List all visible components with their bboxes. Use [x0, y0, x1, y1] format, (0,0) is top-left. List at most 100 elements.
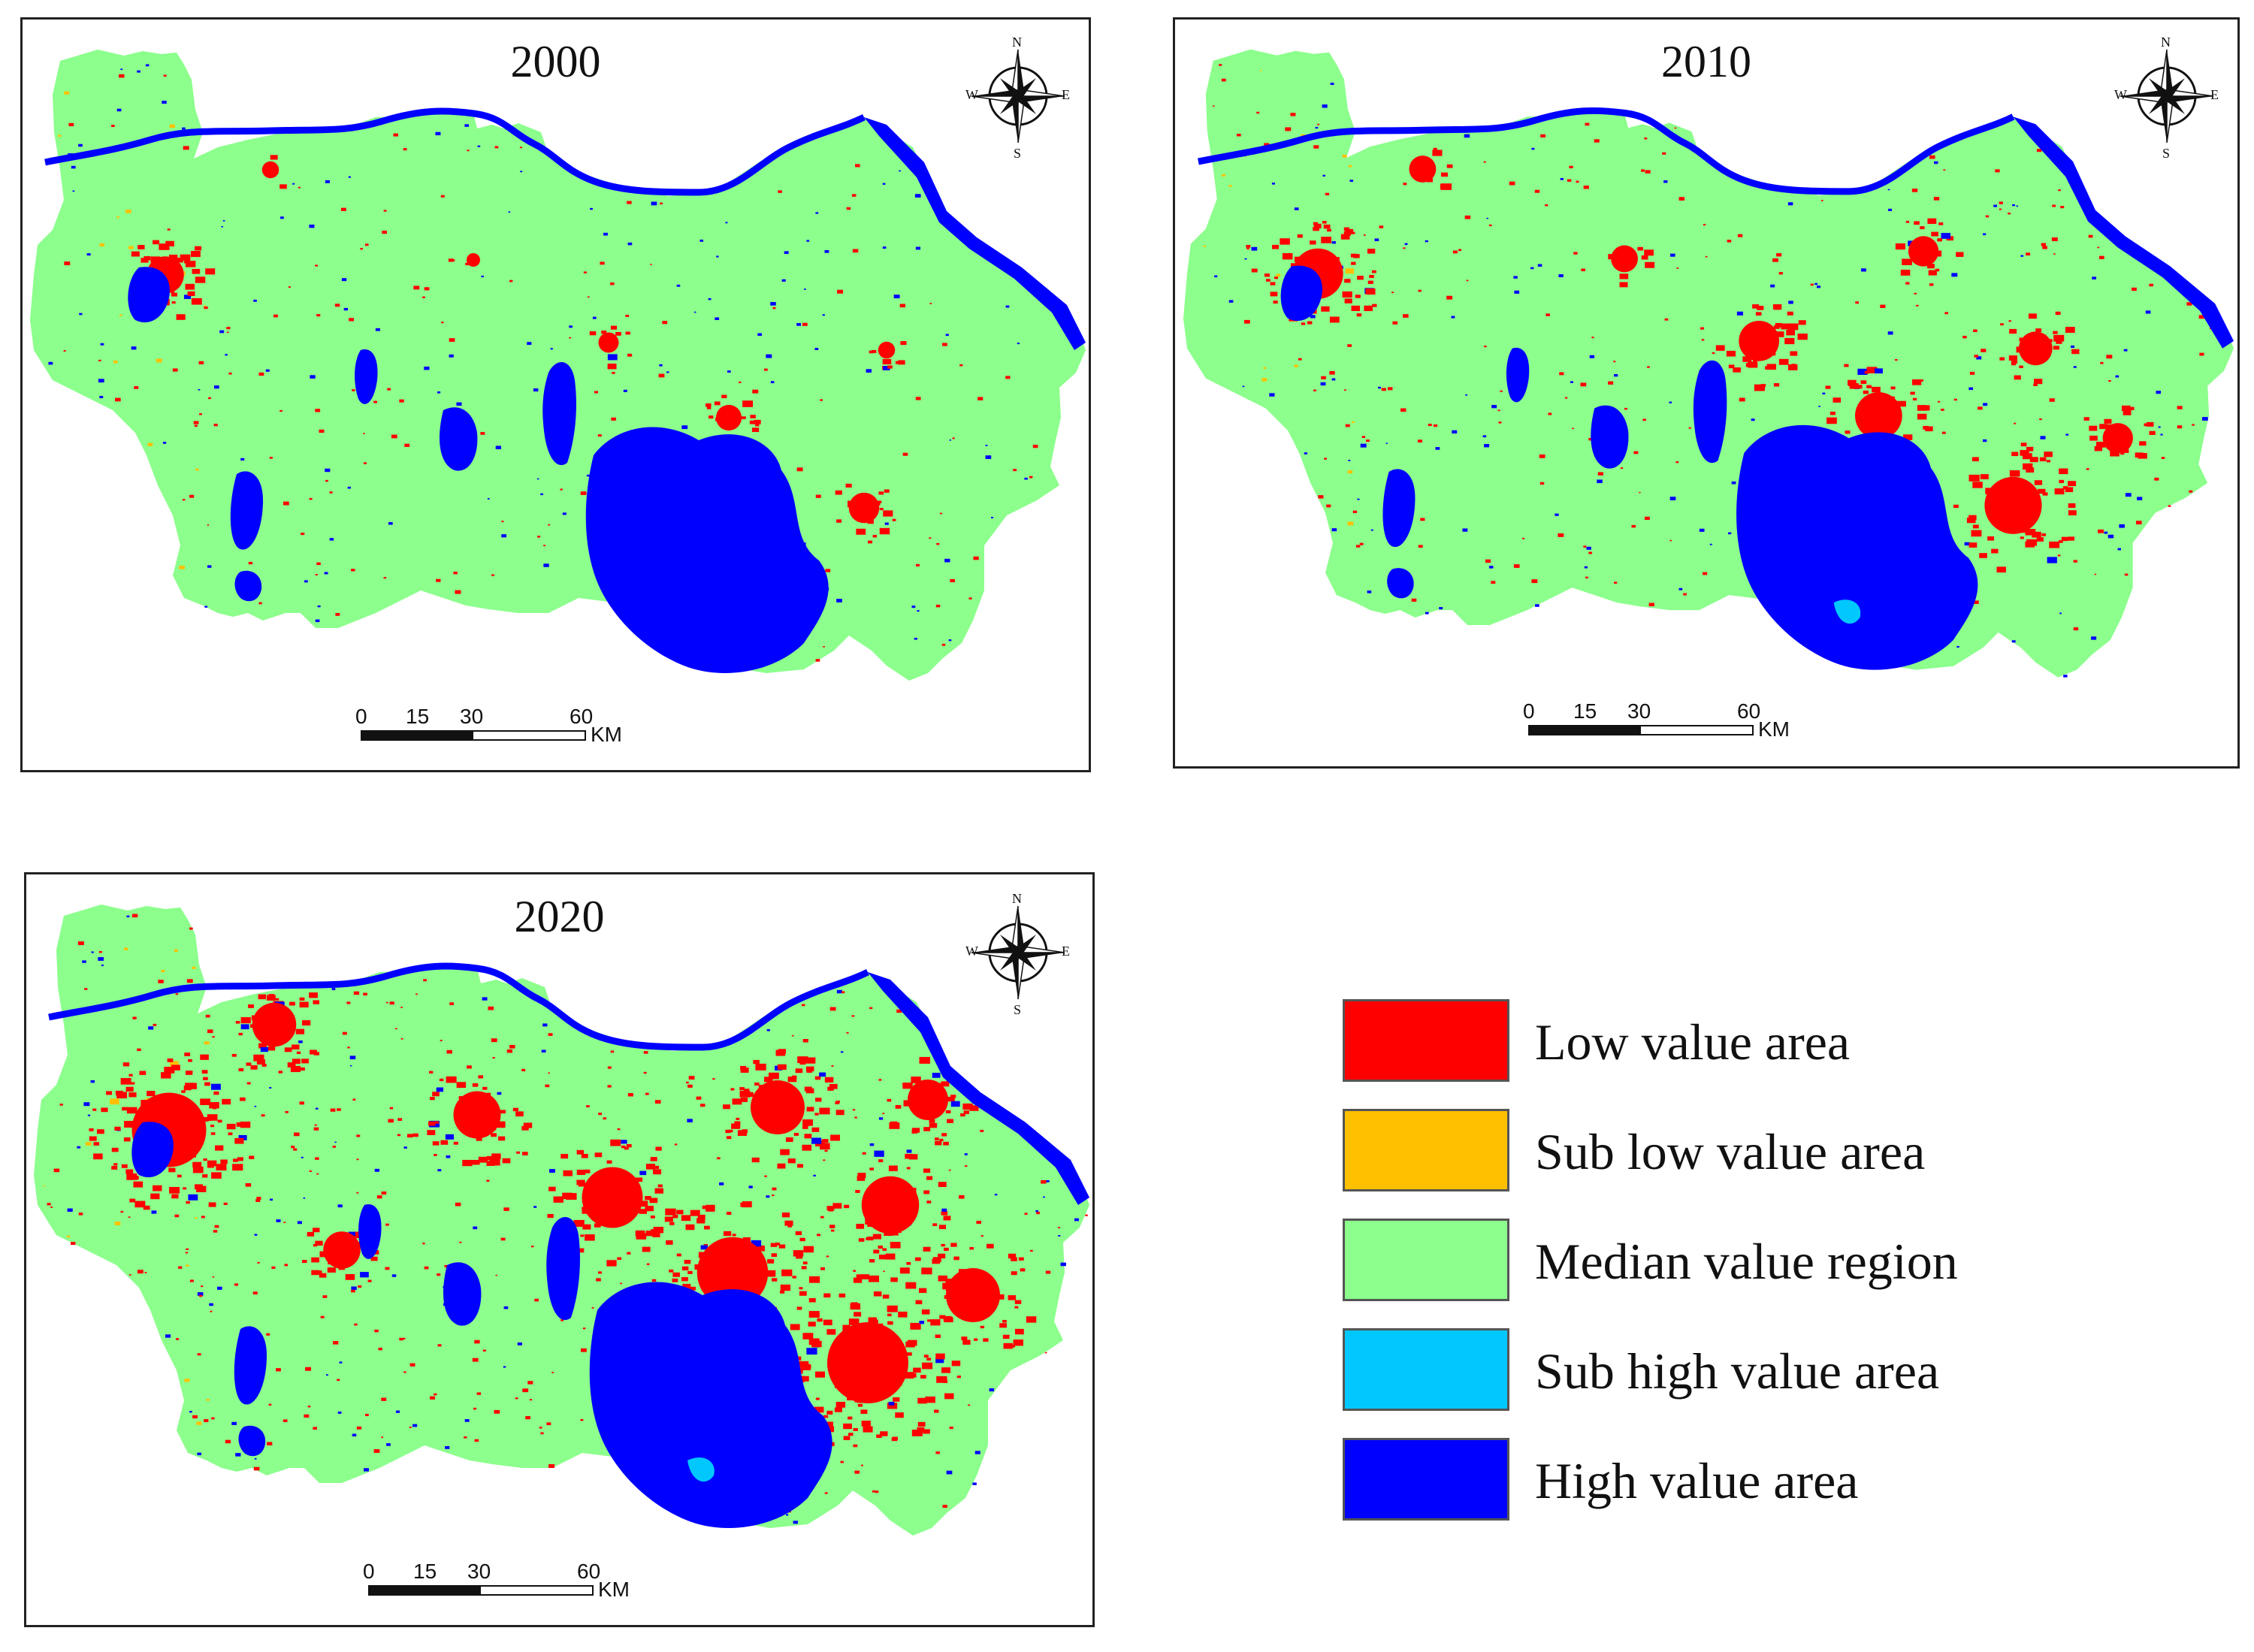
scale-unit: KM: [598, 1578, 630, 1601]
map-year-label: 2020: [514, 892, 605, 941]
legend-label: Low value area: [1535, 1013, 1851, 1071]
scale-tick: 0: [363, 1560, 375, 1583]
legend-item-sub-low: Sub low value area: [1343, 1109, 2019, 1219]
scale-tick: 60: [577, 1560, 601, 1583]
urban-core: [252, 1002, 297, 1047]
compass-east-label: E: [1062, 944, 1070, 959]
legend-label: Sub high value area: [1535, 1342, 1940, 1400]
urban-core: [1855, 392, 1902, 439]
river: [48, 962, 870, 1051]
lake: [234, 1326, 267, 1405]
lake: [440, 407, 478, 471]
lake: [128, 267, 170, 323]
river: [44, 107, 866, 196]
scale-tick: 15: [1573, 699, 1597, 723]
lake: [542, 362, 576, 466]
lake: [1736, 424, 1978, 670]
scale-tick: 15: [413, 1560, 437, 1583]
urban-core: [453, 1091, 501, 1139]
lake: [1280, 265, 1323, 322]
map-year-label: 2000: [510, 37, 601, 86]
compass-east-label: E: [2210, 87, 2219, 102]
legend-item-high: High value area: [1343, 1438, 2019, 1548]
lake: [589, 1282, 832, 1528]
urban-core: [261, 161, 279, 179]
urban-core: [1739, 320, 1780, 361]
urban-core: [1611, 245, 1638, 273]
legend-item-sub-high: Sub high value area: [1343, 1328, 2019, 1438]
urban-core: [598, 332, 619, 353]
scale-tick: 0: [355, 705, 367, 728]
compass-west-label: W: [965, 944, 978, 959]
scale-tick: 15: [406, 705, 430, 728]
legend-item-median: Median value region: [1343, 1219, 2019, 1328]
legend-item-low: Low value area: [1343, 999, 2019, 1109]
lake: [1591, 405, 1629, 469]
urban-core: [827, 1322, 908, 1403]
compass-north-label: N: [1012, 891, 1022, 906]
legend-label: Sub low value area: [1535, 1123, 1926, 1180]
scale-tick: 30: [1627, 699, 1651, 723]
legend-swatch: [1343, 1328, 1509, 1411]
urban-core: [861, 1176, 920, 1234]
scale-tick: 30: [460, 705, 484, 728]
scale-bar: 0 15 30 60 KM: [355, 705, 622, 757]
compass-south-label: S: [1014, 1002, 1022, 1017]
compass-south-label: S: [1014, 146, 1022, 161]
lake: [355, 349, 378, 404]
legend-label: High value area: [1535, 1452, 1859, 1509]
compass-south-label: S: [2162, 146, 2171, 161]
lake: [1506, 347, 1530, 403]
compass-north-label: N: [1012, 35, 1022, 50]
lake: [230, 471, 263, 550]
urban-core: [751, 1080, 805, 1134]
urban-core: [946, 1268, 1000, 1322]
lake: [1693, 360, 1727, 464]
urban-core: [715, 404, 742, 431]
scale-tick: 30: [467, 1560, 491, 1583]
urban-core: [2102, 423, 2133, 454]
map-panel-2020: 2020 N W E S 0 15 30 60 KM: [24, 872, 1095, 1627]
legend-swatch: [1343, 1109, 1509, 1191]
lake: [1387, 568, 1414, 599]
river: [1198, 107, 2015, 195]
river-estuary: [864, 117, 1086, 350]
urban-core: [467, 253, 480, 267]
urban-core: [2018, 331, 2053, 366]
compass-rose-icon: N W E S: [965, 891, 1071, 1017]
urban-core: [908, 1080, 948, 1120]
urban-core: [848, 492, 880, 524]
urban-core: [1409, 156, 1437, 183]
scale-bar: 0 15 30 60 KM: [363, 1560, 630, 1612]
lake: [443, 1262, 482, 1326]
map-year-label: 2010: [1661, 37, 1751, 86]
sub-high-patch: [1833, 599, 1861, 624]
compass-rose-icon: N W E S: [965, 35, 1071, 161]
scale-tick: 60: [1737, 699, 1761, 723]
compass-north-label: N: [2161, 35, 2171, 50]
lake: [234, 570, 262, 602]
compass-east-label: E: [1062, 87, 1070, 102]
compass-rose-icon: N W E S: [2114, 35, 2219, 161]
lake: [238, 1425, 266, 1457]
urban-core: [1908, 236, 1939, 267]
legend-label: Median value region: [1535, 1233, 1958, 1290]
region-map-2020: [34, 905, 1089, 1536]
lake: [546, 1217, 580, 1321]
compass-west-label: W: [965, 87, 978, 102]
region-map-2000: [30, 50, 1086, 681]
scale-tick: 60: [570, 705, 594, 728]
map-panel-2000: 2000 N W E S 0 15 30 60 KM: [20, 17, 1091, 772]
legend-swatch: [1343, 1219, 1509, 1301]
lake: [358, 1204, 382, 1259]
sub-high-patch: [687, 1457, 715, 1482]
lake: [131, 1122, 174, 1178]
urban-core: [878, 341, 896, 359]
region-map-2010: [1183, 49, 2234, 678]
scale-unit: KM: [591, 723, 622, 746]
compass-west-label: W: [2114, 87, 2127, 102]
legend-swatch: [1343, 1438, 1509, 1521]
urban-core: [582, 1167, 643, 1228]
lake: [1382, 469, 1416, 548]
urban-core: [1984, 476, 2042, 534]
